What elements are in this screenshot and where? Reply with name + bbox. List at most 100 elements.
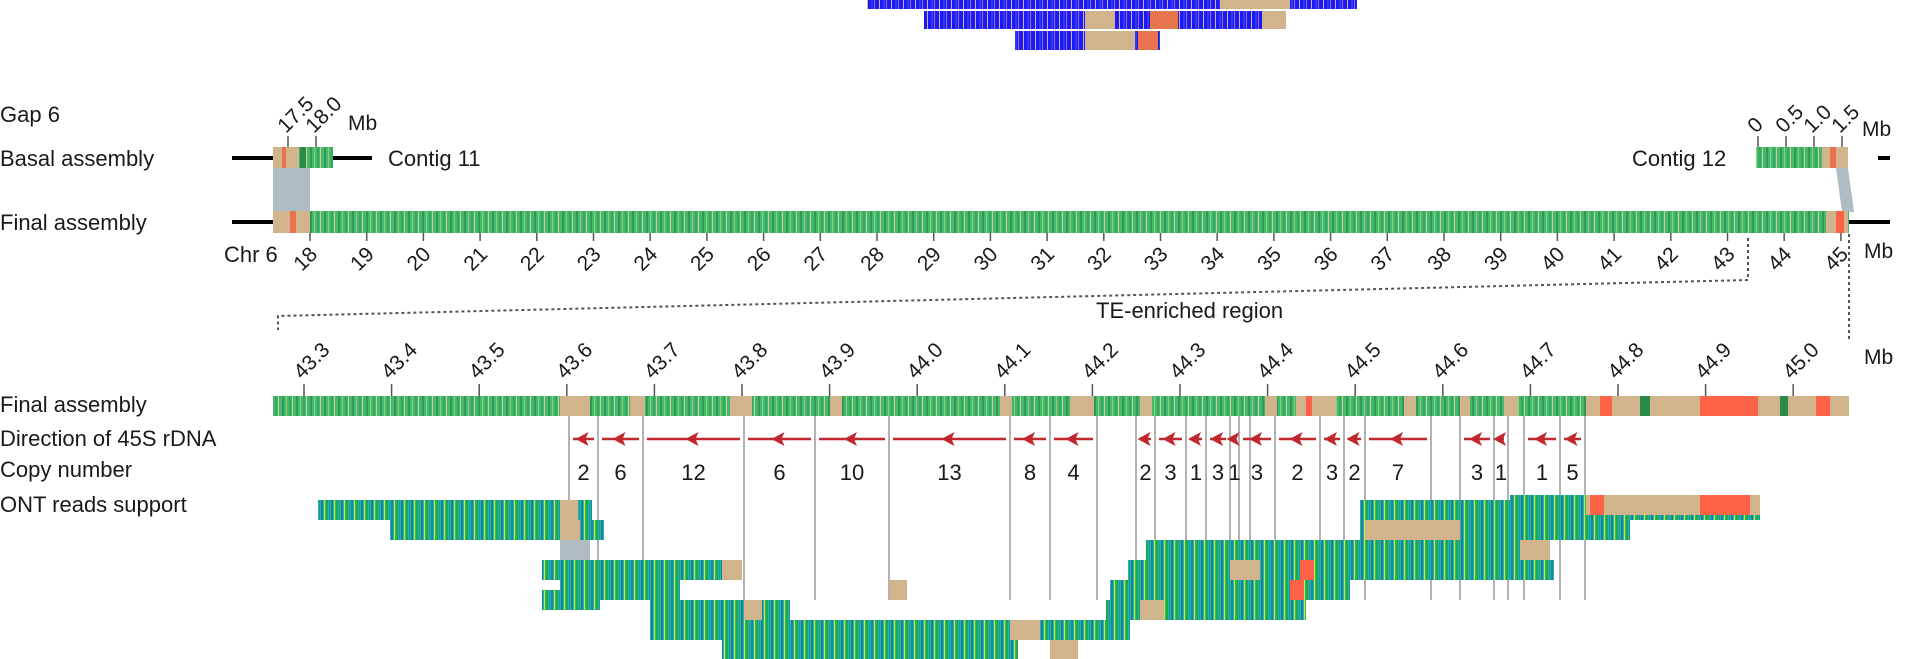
- ont-read-segment: [1700, 495, 1750, 515]
- zoom-tick-label: 44.9: [1691, 338, 1736, 383]
- zoom-tick-label: 43.4: [377, 338, 422, 383]
- ont-read-segment: [889, 580, 907, 600]
- ont-read: [650, 620, 910, 640]
- rdna-arrow-head: [612, 432, 626, 446]
- rdna-arrow-head: [1469, 432, 1482, 446]
- zoom-guide: [277, 238, 1749, 330]
- ont-read-segment: [1230, 560, 1260, 580]
- ont-reads-stack: [318, 495, 1760, 659]
- ont-read: [1110, 580, 1350, 600]
- ont-read-segment: [1590, 495, 1604, 515]
- ont-read-segment: [560, 520, 580, 540]
- rdna-direction-arrows: [573, 432, 1581, 446]
- zoom-tick-label: 44.4: [1253, 338, 1298, 383]
- chr-tick-label: 23: [573, 243, 606, 276]
- contig12-ticks: 0 0.5 1.0 1.5 Mb: [1743, 101, 1891, 147]
- ont-read: [722, 640, 1018, 659]
- ont-read-segment: [1290, 580, 1304, 600]
- chr-tick-label: 38: [1423, 243, 1456, 276]
- rdna-arrow-head: [1289, 432, 1303, 446]
- direction-label: Direction of 45S rDNA: [0, 426, 217, 451]
- copy-number-value: 6: [773, 460, 785, 485]
- rdna-arrow-head: [1210, 432, 1223, 446]
- rdna-arrow-head: [685, 432, 699, 446]
- chr-tick-label: 20: [403, 243, 436, 276]
- copy-number-value: 13: [937, 460, 961, 485]
- zoom-tick-label: 44.2: [1078, 338, 1123, 383]
- copy-number-value: 5: [1566, 460, 1578, 485]
- rdna-arrow-head: [1493, 432, 1506, 446]
- copy-number-value: 2: [1348, 460, 1360, 485]
- chr-tick-label: 25: [686, 243, 719, 276]
- zoom-tick-label: 43.6: [552, 338, 597, 383]
- copy-number-row: 2 6 12 6 10 13 8 4 2 3 1 3 1 3 2 3 2 7 3 1 1 5: [577, 460, 1578, 485]
- final-assembly-track: [232, 211, 1890, 233]
- chr-tick-label: 31: [1026, 243, 1059, 276]
- chr-tick-label: 18: [289, 243, 322, 276]
- top-read-stack: [867, 0, 1357, 50]
- rdna-arrow-head: [844, 432, 857, 446]
- chr-tick-label: 33: [1140, 243, 1173, 276]
- copy-number-value: 2: [1139, 460, 1151, 485]
- zoom-tick-label: 43.8: [727, 338, 772, 383]
- copy-number-value: 3: [1251, 460, 1263, 485]
- chr-tick-label: 27: [800, 243, 833, 276]
- chr-tick-label: 30: [970, 243, 1003, 276]
- chr-tick-label: 35: [1253, 243, 1286, 276]
- te-region-label: TE-enriched region: [1096, 298, 1283, 323]
- right-connector: [1836, 168, 1854, 212]
- rdna-arrow-head: [941, 432, 955, 446]
- ont-read-segment: [560, 500, 578, 520]
- rdna-arrow-head: [575, 432, 589, 446]
- zoom-tick-label: 44.3: [1165, 338, 1210, 383]
- zoom-tick-label: 44.7: [1516, 338, 1561, 383]
- rdna-arrow-head: [1564, 432, 1578, 446]
- rdna-arrow-head: [1022, 432, 1035, 446]
- ont-read-segment: [1365, 520, 1425, 540]
- chr-tick-label: 39: [1480, 243, 1513, 276]
- ont-reads-label: ONT reads support: [0, 492, 187, 517]
- ont-read-segment: [744, 600, 762, 620]
- chr-tick-label: 40: [1537, 243, 1570, 276]
- copy-number-value: 1: [1190, 460, 1202, 485]
- copy-number-value: 10: [840, 460, 864, 485]
- zoom-tick-label: 43.7: [640, 338, 685, 383]
- copy-number-value: 4: [1067, 460, 1079, 485]
- chr-tick-label: 28: [856, 243, 889, 276]
- chr-tick-label: 41: [1593, 243, 1626, 276]
- chr-tick-label: 32: [1083, 243, 1116, 276]
- rdna-arrow-head: [1226, 432, 1240, 446]
- copy-number-value: 2: [577, 460, 589, 485]
- ont-read: [390, 520, 604, 540]
- zoom-tick-label: 43.9: [815, 338, 860, 383]
- chr-tick-label: 43: [1707, 243, 1740, 276]
- rdna-arrow-head: [1534, 432, 1547, 446]
- chr-tick-label: 19: [346, 243, 379, 276]
- ont-read: [1146, 540, 1360, 560]
- rdna-arrow-head: [1346, 432, 1360, 446]
- ont-read: [318, 500, 592, 520]
- copy-number-value: 8: [1024, 460, 1036, 485]
- chr-tick-label: 34: [1196, 243, 1229, 276]
- chr-label: Chr 6: [224, 242, 278, 267]
- ont-read: [1360, 540, 1550, 560]
- copy-number-value: 1: [1536, 460, 1548, 485]
- chr-tick-label: 42: [1650, 243, 1683, 276]
- contig11-unit: Mb: [348, 112, 377, 135]
- copy-number-value: 1: [1228, 460, 1240, 485]
- zoom-tick-label: 43.3: [289, 338, 334, 383]
- zoom-tick-label: 44.5: [1340, 338, 1385, 383]
- contig11-ticks: 17.5 18.0 Mb: [273, 92, 377, 147]
- gap-label: Gap 6: [0, 102, 60, 127]
- chr-tick-label: 22: [516, 243, 549, 276]
- contig12-unit: Mb: [1862, 118, 1891, 141]
- ont-read-segment: [1420, 520, 1460, 540]
- copy-number-value: 7: [1392, 460, 1404, 485]
- ont-read: [890, 620, 1040, 640]
- ont-read-segment: [1300, 560, 1314, 580]
- contig-11-label: Contig 11: [388, 146, 481, 171]
- copy-number-value: 3: [1212, 460, 1224, 485]
- ont-read-segment: [1050, 640, 1078, 659]
- chr-tick-label: 29: [913, 243, 946, 276]
- ont-read-segment: [722, 560, 742, 580]
